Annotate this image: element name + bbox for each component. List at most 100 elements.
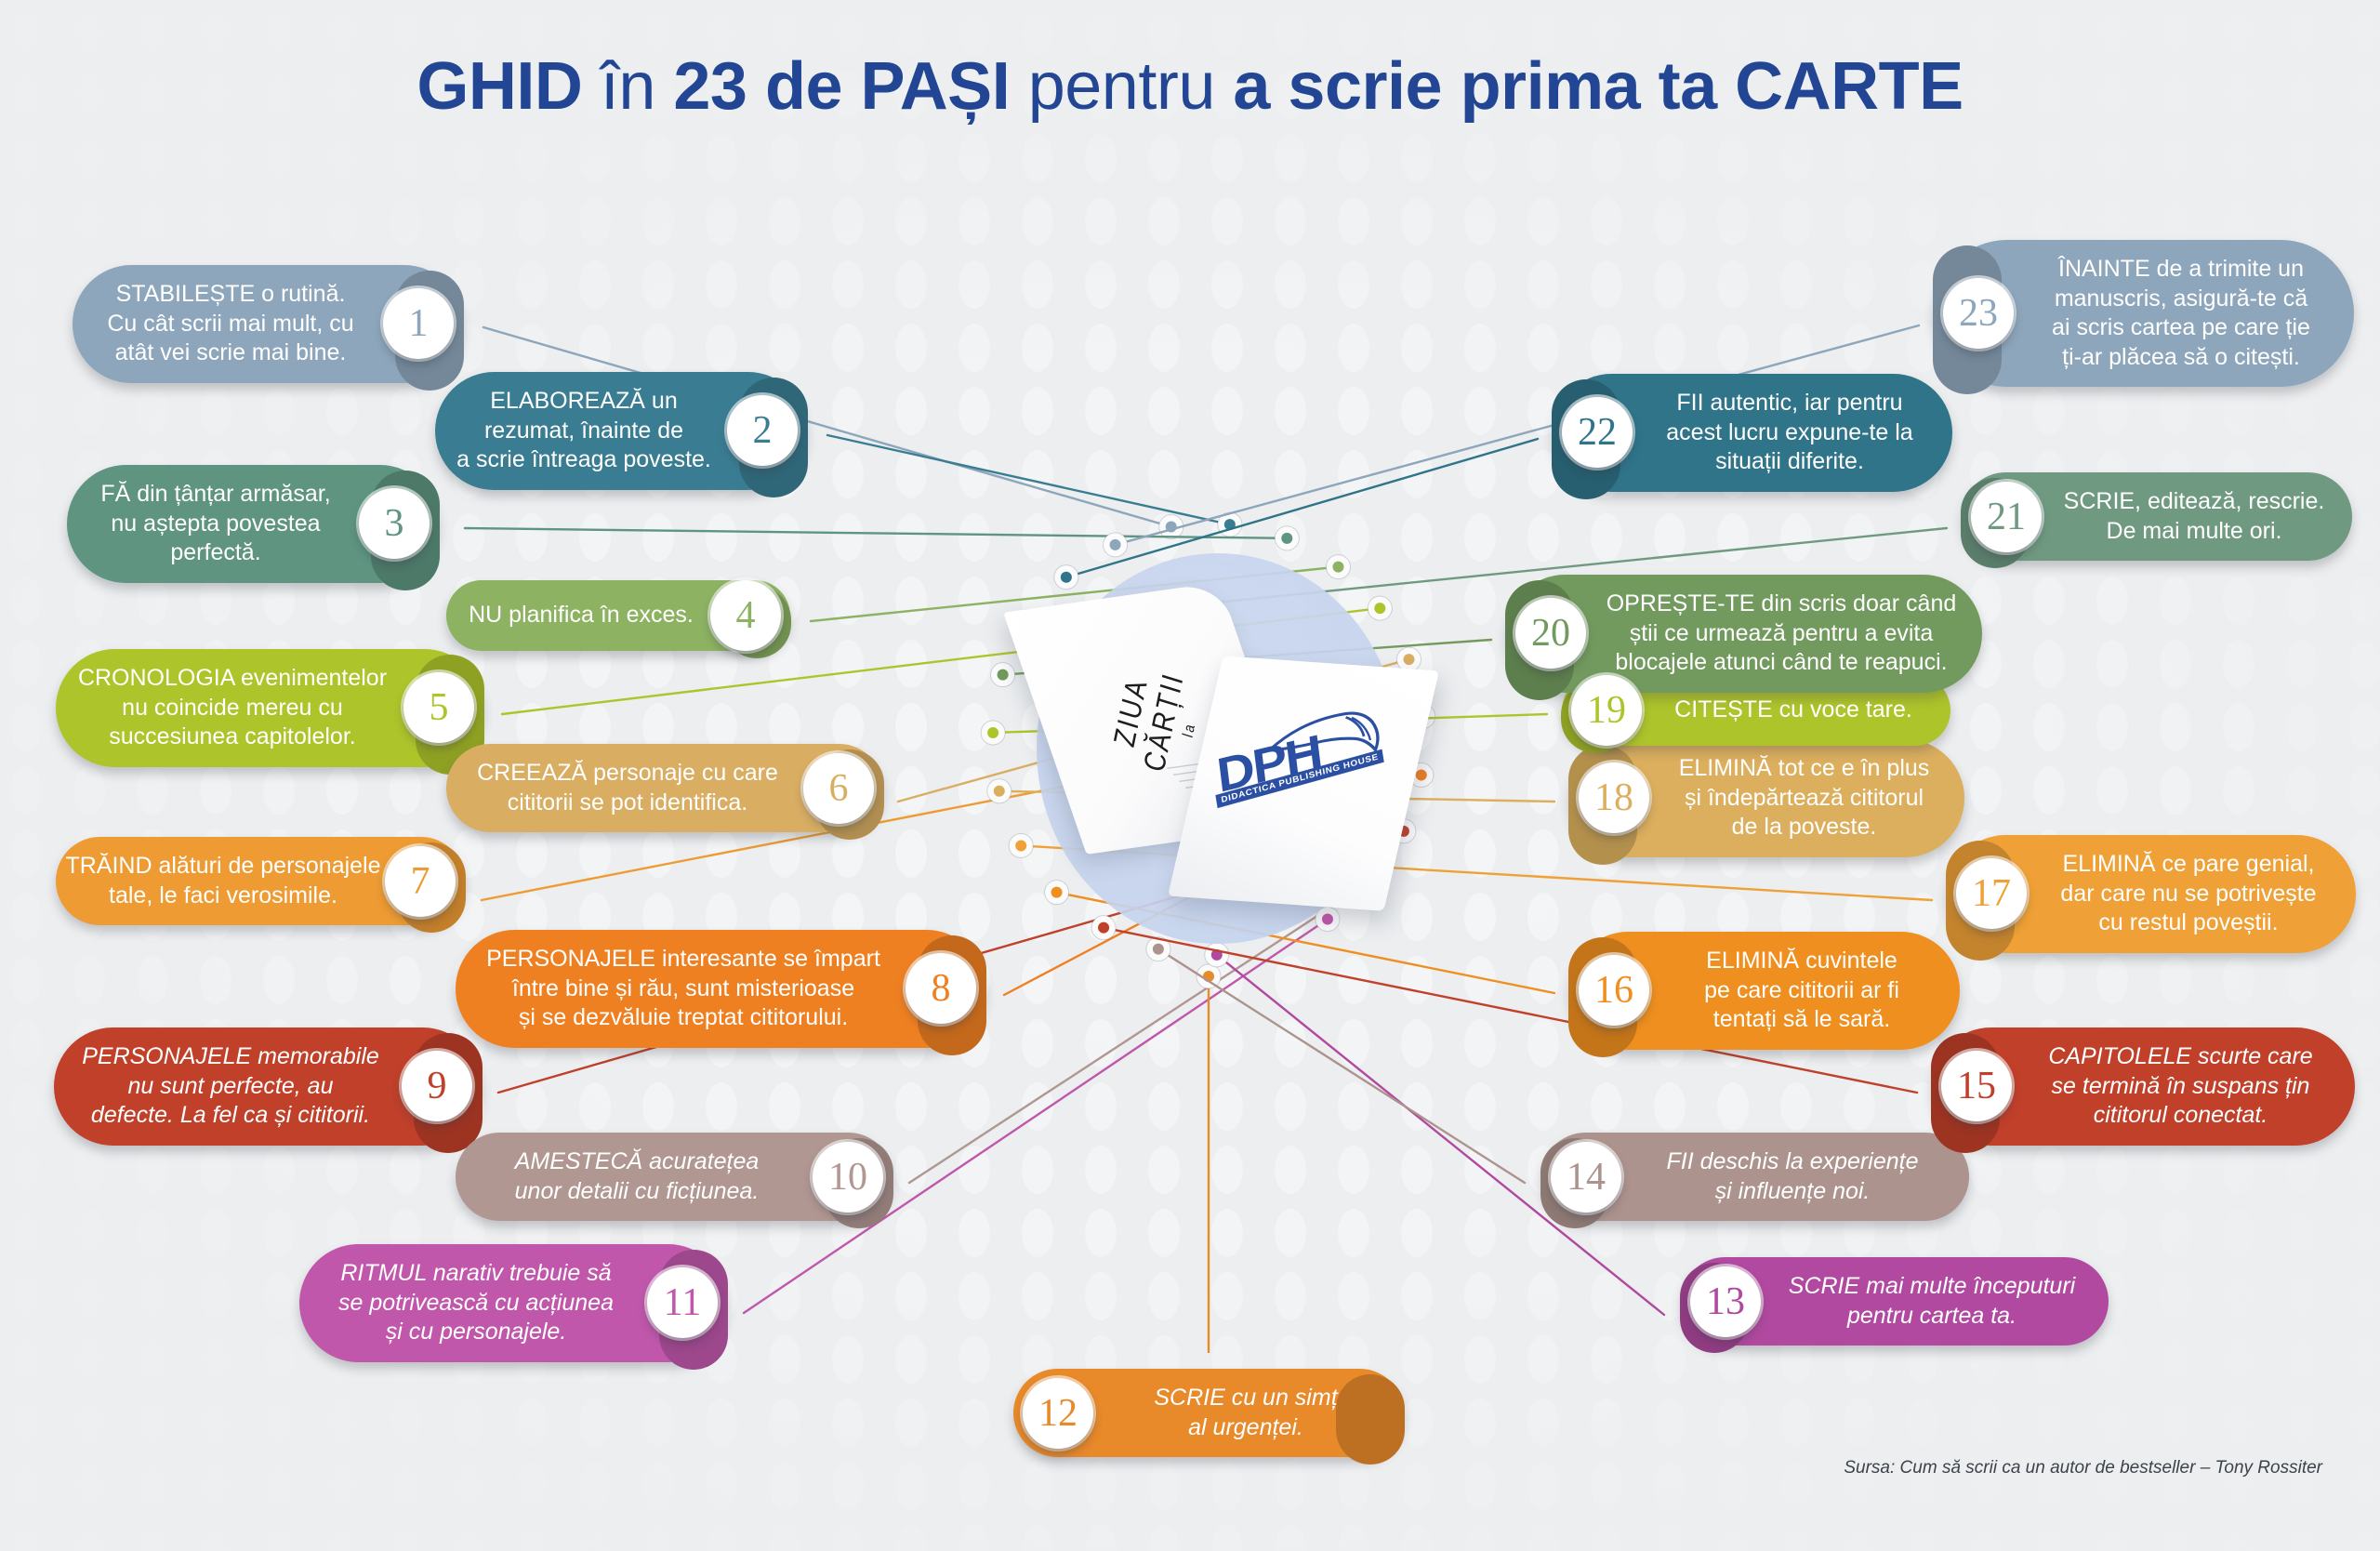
step-number-badge-18[interactable]: 18: [1579, 762, 1649, 834]
step-card-7[interactable]: TRĂIND alături de personajele tale, le fa…: [56, 837, 466, 933]
step-number-badge-23[interactable]: 23: [1943, 278, 2014, 349]
step-card-3[interactable]: FĂ din țânțar armăsar, nu aștepta poveste…: [67, 465, 440, 590]
step-card-14[interactable]: 14 FII deschis la experiențe și influențe …: [1540, 1133, 1969, 1228]
step-text: PERSONAJELE memorabile nu sunt perfecte, …: [54, 1027, 407, 1146]
step-pill: 17 ELIMINĂ ce pare genial, dar care nu se …: [1946, 835, 2356, 961]
step-text: SCRIE mai multe începuturi pentru cartea …: [1755, 1257, 2109, 1346]
step-text: NU planifica în exces.: [446, 586, 716, 645]
step-card-23[interactable]: 23 ÎNAINTE de a trimite un manuscris, asig…: [1933, 240, 2354, 394]
step-text-line: nu aștepta povestea: [111, 510, 321, 537]
step-number-badge-8[interactable]: 8: [906, 953, 976, 1025]
step-text-line: se potrivească cu acțiunea: [337, 1289, 614, 1316]
step-number-badge-20[interactable]: 20: [1515, 598, 1586, 669]
connector-line-2: [826, 433, 1232, 526]
step-text-line: SCRIE mai multe începuturi: [1788, 1273, 2076, 1299]
connector-node-16: [1051, 886, 1063, 898]
step-text-line: succesiunea capitolelor.: [109, 723, 356, 749]
step-number-badge-11[interactable]: 11: [647, 1267, 718, 1339]
step-pill: RITMUL narativ trebuie să se potrivească …: [299, 1244, 728, 1370]
step-card-2[interactable]: ELABOREAZĂ un rezumat, înainte de a scrie …: [435, 372, 808, 497]
step-number-badge-3[interactable]: 3: [359, 488, 430, 560]
step-pill: TRĂIND alături de personajele tale, le fa…: [56, 837, 466, 933]
step-number-badge-13[interactable]: 13: [1690, 1266, 1761, 1337]
step-number-badge-6[interactable]: 6: [803, 752, 874, 824]
step-card-15[interactable]: 15 CAPITOLELE scurte care se termină în su…: [1931, 1027, 2355, 1153]
connector-node-14: [1152, 943, 1164, 955]
step-text-line: nu coincide mereu cu: [122, 694, 343, 721]
connector-line-22: [1064, 437, 1540, 578]
step-card-6[interactable]: CREEAZĂ personaje cu care cititorii se po…: [446, 744, 884, 840]
step-text-line: și îndepărtează cititorul: [1684, 784, 1924, 811]
step-number-badge-1[interactable]: 1: [383, 288, 454, 360]
step-number-badge-16[interactable]: 16: [1579, 955, 1649, 1027]
step-number-badge-21[interactable]: 21: [1971, 481, 2042, 552]
step-card-21[interactable]: 21 SCRIE, editează, rescrie. De mai multe …: [1961, 472, 2352, 568]
step-card-17[interactable]: 17 ELIMINĂ ce pare genial, dar care nu se …: [1946, 835, 2356, 961]
step-card-9[interactable]: PERSONAJELE memorabile nu sunt perfecte, …: [54, 1027, 483, 1153]
step-number-badge-2[interactable]: 2: [727, 395, 798, 467]
step-pill: 22 FII autentic, iar pentru acest lucru ex…: [1552, 374, 1952, 499]
step-text-line: dar care nu se potrivește: [2060, 880, 2317, 907]
step-text-line: PERSONAJELE memorabile: [82, 1043, 379, 1069]
step-card-13[interactable]: 13 SCRIE mai multe începuturi pentru carte…: [1680, 1257, 2109, 1353]
step-text: STABILEȘTE o rutină. Cu cât scrii mai mul…: [73, 265, 389, 383]
step-card-10[interactable]: AMESTECĂ acuratețea unor detalii cu ficți…: [456, 1133, 893, 1228]
step-text-line: tentați să le sară.: [1712, 1006, 1891, 1032]
step-number-badge-7[interactable]: 7: [385, 845, 456, 917]
step-text-line: ELABOREAZĂ un: [490, 388, 678, 414]
step-text-line: ELIMINĂ cuvintele: [1706, 948, 1897, 974]
step-text-line: acest lucru expune-te la: [1666, 418, 1913, 445]
step-text-line: și influențe noi.: [1714, 1177, 1871, 1204]
step-text-line: tale, le faci verosimile.: [109, 882, 337, 908]
step-card-5[interactable]: CRONOLOGIA evenimentelor nu coincide mere…: [56, 649, 484, 775]
step-number-badge-15[interactable]: 15: [1941, 1051, 2012, 1122]
step-number-badge-10[interactable]: 10: [813, 1141, 883, 1213]
step-text-line: de la poveste.: [1731, 814, 1877, 840]
step-number-badge-5[interactable]: 5: [403, 672, 474, 744]
step-text: ELIMINĂ cuvintele pe care cititorii ar fi…: [1644, 932, 1960, 1050]
title-segment-23-pasi: 23 de PAȘI: [673, 49, 1028, 124]
step-text-line: blocajele atunci când te reapuci.: [1615, 649, 1948, 675]
step-card-16[interactable]: 16 ELIMINĂ cuvintele pe care cititorii ar …: [1568, 932, 1960, 1057]
step-card-1[interactable]: STABILEȘTE o rutină. Cu cât scrii mai mul…: [73, 265, 464, 391]
step-text-line: CITEȘTE cu voce tare.: [1674, 696, 1912, 723]
connector-node-22: [1060, 571, 1072, 583]
title-segment-ghid: GHID: [416, 49, 601, 124]
step-card-18[interactable]: 18 ELIMINĂ tot ce e în plus și îndepărteaz…: [1568, 739, 1964, 865]
step-text-line: situații diferite.: [1715, 448, 1864, 474]
connector-node-19: [987, 726, 999, 738]
step-text-line: știi ce urmează pentru a evita: [1629, 619, 1934, 646]
step-text-line: perfectă.: [170, 539, 261, 565]
step-text-line: ELIMINĂ tot ce e în plus: [1678, 755, 1930, 781]
step-text: ELIMINĂ tot ce e în plus și îndepărtează …: [1644, 739, 1964, 857]
step-text-line: pentru cartea ta.: [1846, 1302, 2017, 1329]
step-number-badge-14[interactable]: 14: [1551, 1141, 1621, 1213]
step-card-11[interactable]: RITMUL narativ trebuie să se potrivească …: [299, 1244, 728, 1370]
step-number-badge-9[interactable]: 9: [402, 1051, 472, 1122]
step-text: CAPITOLELE scurte care se termină în susp…: [2006, 1027, 2355, 1146]
step-number-badge-22[interactable]: 22: [1562, 397, 1633, 469]
step-text-line: a scrie întreaga poveste.: [456, 446, 711, 472]
step-text-line: OPREȘTE-TE din scris doar când: [1606, 590, 1957, 616]
step-card-4[interactable]: NU planifica în exces. 4: [446, 580, 791, 658]
step-card-22[interactable]: 22 FII autentic, iar pentru acest lucru ex…: [1552, 374, 1952, 499]
connector-line-13: [1215, 953, 1666, 1317]
step-text-line: defecte. La fel ca și cititorii.: [90, 1102, 371, 1128]
step-card-12[interactable]: 12 SCRIE cu un simț al urgenței.: [1013, 1369, 1405, 1465]
step-text: ELIMINĂ ce pare genial, dar care nu se po…: [2021, 835, 2356, 953]
step-card-20[interactable]: 20 OPREȘTE-TE din scris doar când știi ce …: [1505, 575, 1982, 700]
connector-line-23: [1114, 324, 1921, 547]
step-text: ÎNAINTE de a trimite un manuscris, asigur…: [2008, 240, 2354, 387]
step-card-19[interactable]: 19 CITEȘTE cu voce tare.: [1561, 675, 1950, 753]
step-card-8[interactable]: PERSONAJELE interesante se împart între b…: [456, 930, 986, 1055]
step-number-badge-12[interactable]: 12: [1023, 1377, 1093, 1449]
step-text-line: între bine și rău, sunt misterioase: [511, 974, 855, 1001]
step-pill: 14 FII deschis la experiențe și influențe …: [1540, 1133, 1969, 1228]
step-number-badge-4[interactable]: 4: [710, 580, 781, 651]
step-number-badge-19[interactable]: 19: [1571, 675, 1642, 746]
step-text-line: nu sunt perfecte, au: [127, 1072, 334, 1099]
step-pill-depth: [1336, 1374, 1405, 1465]
step-pill: FĂ din țânțar armăsar, nu aștepta poveste…: [67, 465, 440, 590]
connector-line-1: [482, 325, 1172, 528]
step-number-badge-17[interactable]: 17: [1956, 858, 2027, 930]
